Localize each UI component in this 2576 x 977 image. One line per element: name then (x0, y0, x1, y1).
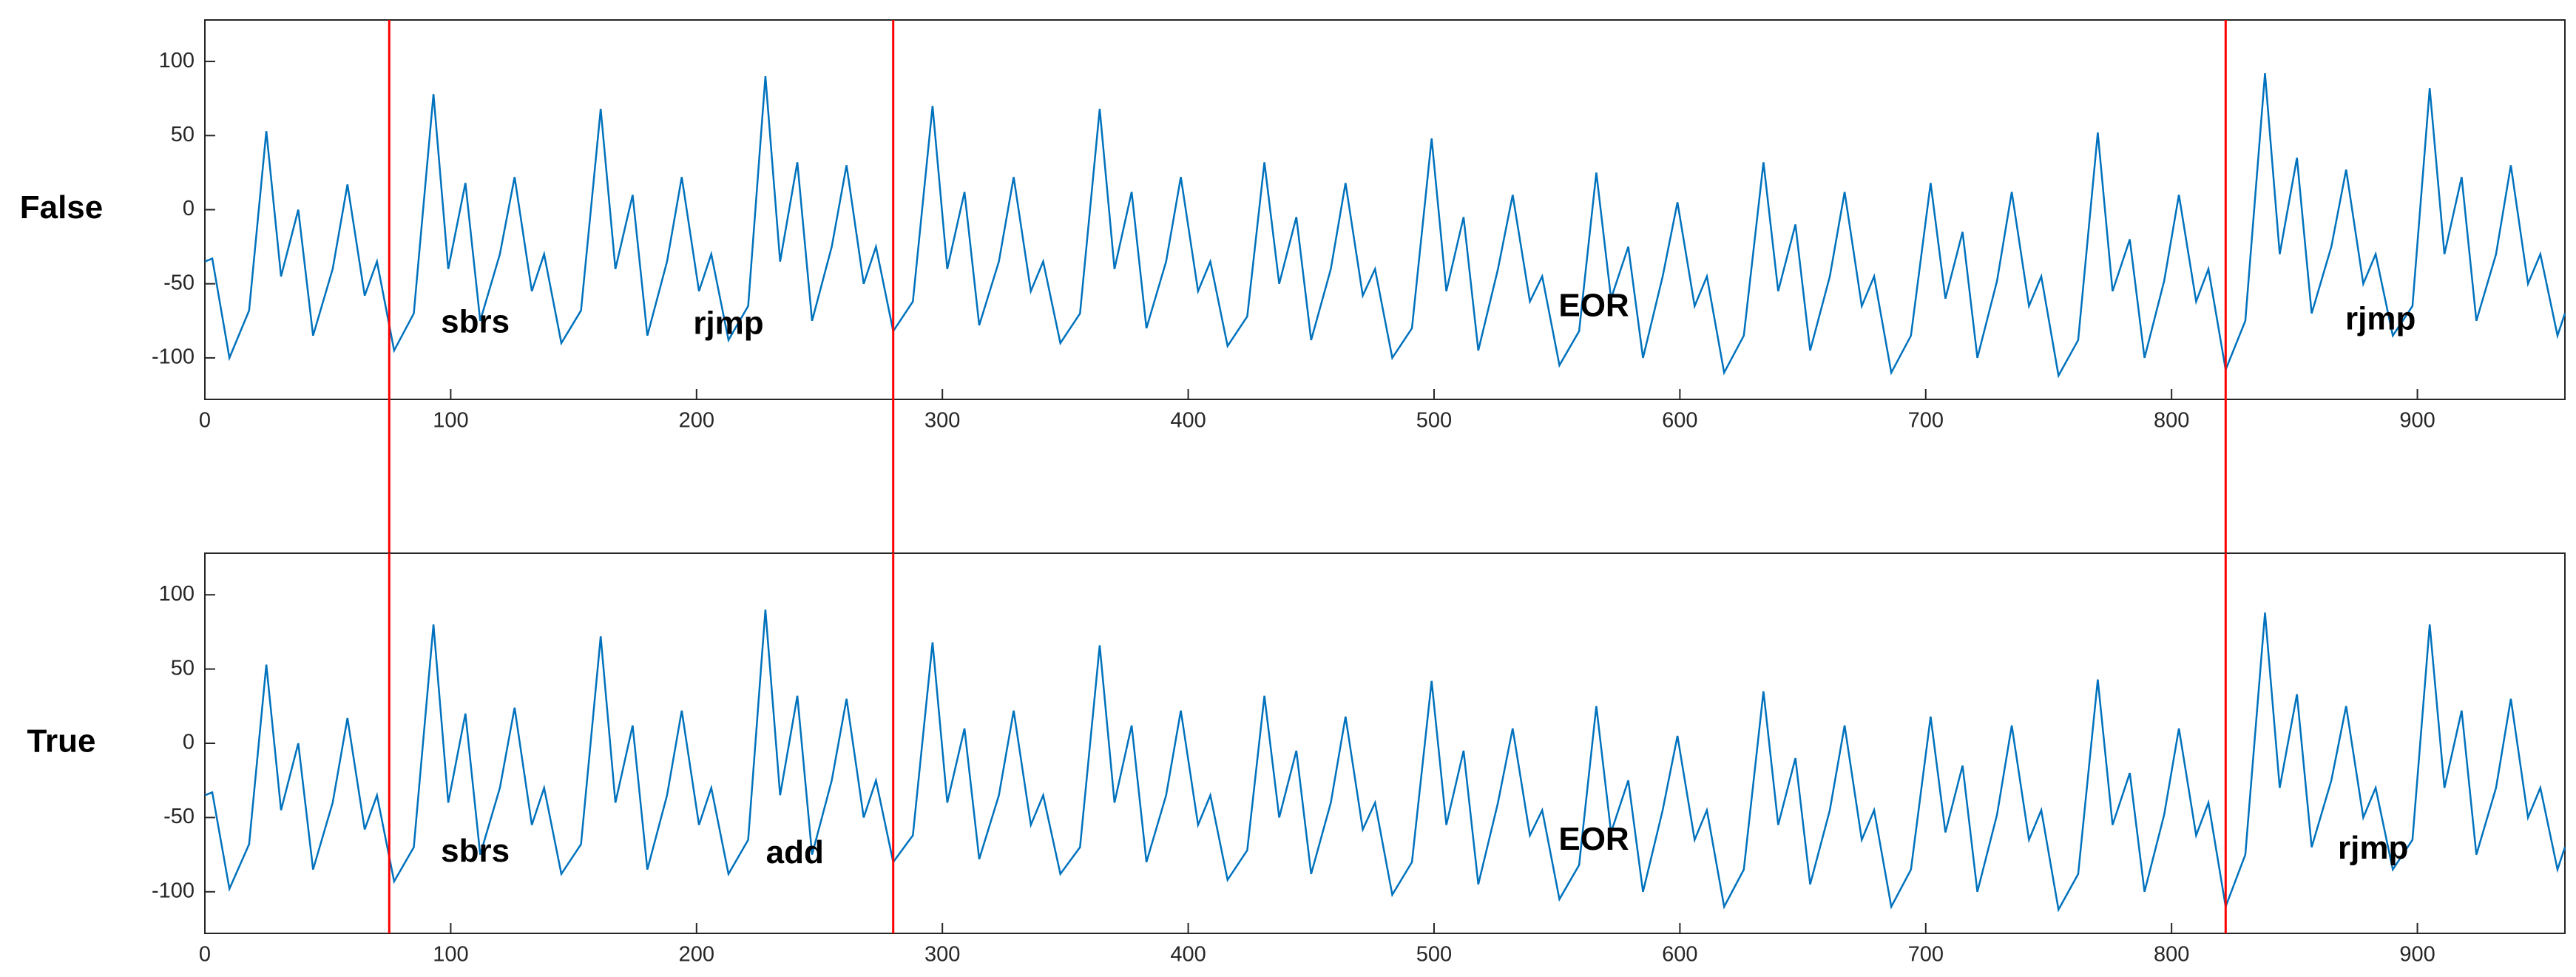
annotation: EOR (1558, 287, 1629, 323)
annotation: rjmp (2345, 300, 2416, 337)
x-tick-label: 700 (1908, 409, 1944, 433)
y-tick-label: 100 (159, 49, 195, 72)
x-tick-label: 200 (679, 943, 714, 967)
x-tick-label: 900 (2399, 943, 2435, 967)
x-tick-label: 100 (433, 943, 468, 967)
annotation: EOR (1558, 821, 1629, 857)
annotation: sbrs (441, 303, 510, 339)
x-tick-label: 400 (1170, 943, 1206, 967)
x-tick-label: 800 (2154, 943, 2189, 967)
annotation: add (766, 834, 824, 870)
x-tick-label: 200 (679, 409, 714, 433)
y-tick-label: -50 (163, 271, 195, 294)
x-tick-label: 300 (924, 409, 960, 433)
y-tick-label: 0 (183, 731, 195, 754)
y-tick-label: 50 (171, 656, 195, 680)
x-tick-label: 0 (199, 943, 211, 967)
x-tick-label: 900 (2399, 409, 2435, 433)
plot-area (204, 552, 2566, 934)
x-tick-label: 500 (1416, 943, 1452, 967)
x-tick-label: 500 (1416, 409, 1452, 433)
x-tick-label: 700 (1908, 943, 1944, 967)
x-tick-label: 600 (1662, 943, 1697, 967)
x-tick-label: 300 (924, 943, 960, 967)
x-tick-label: 800 (2154, 409, 2189, 433)
y-axis-label: True (27, 723, 96, 760)
y-tick-label: -50 (163, 805, 195, 828)
y-axis-label: False (20, 189, 104, 226)
annotation: sbrs (441, 833, 510, 869)
signal-line (204, 609, 2566, 913)
y-tick-label: 100 (159, 582, 195, 606)
plot-area (204, 19, 2566, 400)
x-tick-label: 600 (1662, 409, 1697, 433)
y-tick-label: -100 (152, 879, 195, 902)
annotation: rjmp (693, 305, 763, 341)
x-tick-label: 100 (433, 409, 468, 433)
x-tick-label: 400 (1170, 409, 1206, 433)
y-tick-label: 50 (171, 123, 195, 146)
x-tick-label: 0 (199, 409, 211, 433)
y-tick-label: 0 (183, 197, 195, 220)
y-tick-label: -100 (152, 345, 195, 369)
signal-line (204, 72, 2566, 379)
annotation: rjmp (2338, 830, 2408, 866)
